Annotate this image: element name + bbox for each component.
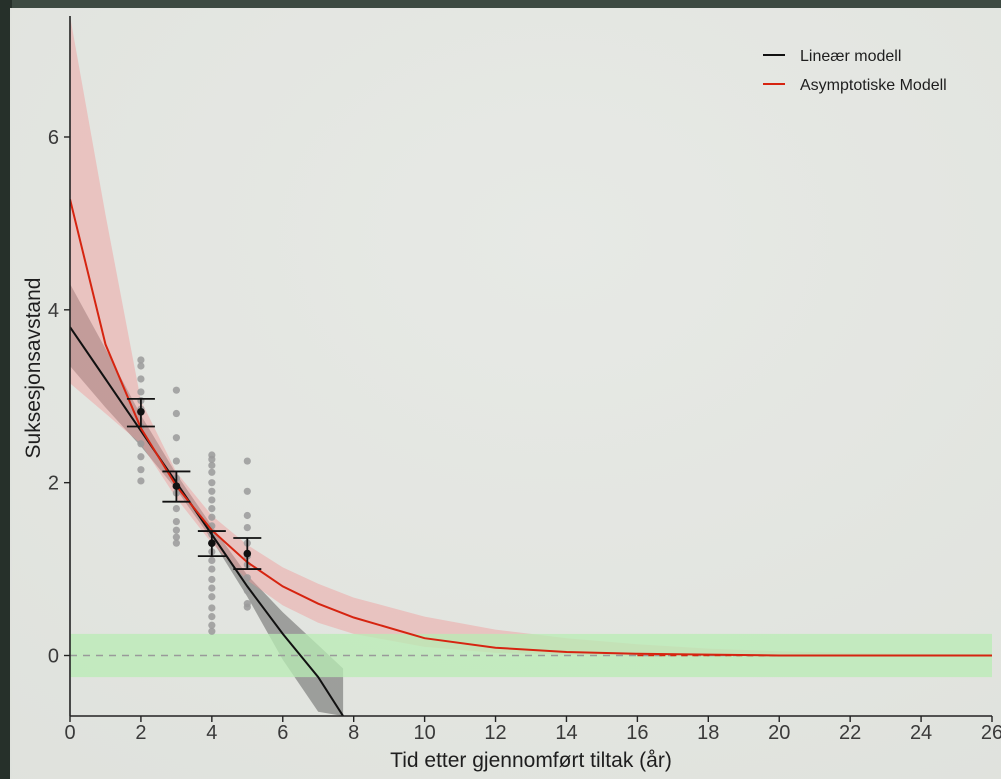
x-tick-label: 26 [981, 722, 1001, 744]
x-tick-label: 14 [555, 722, 577, 744]
x-tick-label: 2 [135, 722, 146, 744]
background-photo-edge [0, 0, 12, 779]
observation-point [208, 455, 216, 463]
observation-point [172, 533, 180, 541]
y-tick-label: 2 [48, 473, 59, 495]
observation-point [208, 461, 216, 469]
means-layer [126, 397, 262, 570]
observation-point [208, 487, 216, 495]
observation-point [172, 539, 180, 547]
y-axis-title: Suksesjonsavstand [22, 278, 45, 459]
mean-point [243, 549, 252, 558]
observation-point [243, 487, 251, 495]
observation-point [137, 477, 145, 485]
observation-point [137, 466, 145, 474]
observation-point [172, 457, 180, 465]
observation-point [208, 496, 216, 504]
observation-point [172, 526, 180, 534]
x-tick-label: 22 [839, 722, 861, 744]
observation-point [208, 513, 216, 521]
x-tick-label: 18 [697, 722, 719, 744]
legend-label-asymptotic: Asymptotiske Modell [800, 77, 947, 94]
observation-point [172, 434, 180, 442]
mean-point [208, 539, 216, 547]
observation-point [172, 386, 180, 394]
observation-point [243, 524, 251, 532]
observation-point [208, 468, 216, 476]
mean-point [137, 408, 145, 416]
observation-point [208, 621, 216, 629]
observation-point [172, 504, 180, 513]
observation-point [208, 613, 216, 621]
observation-point [208, 593, 216, 601]
x-tick-label: 16 [626, 722, 648, 744]
observation-point [243, 574, 251, 582]
x-tick-label: 8 [348, 722, 359, 744]
observation-point [137, 453, 145, 461]
x-tick-label: 20 [768, 722, 790, 744]
x-tick-label: 6 [277, 722, 288, 744]
observation-point [243, 603, 251, 611]
observation-point [208, 627, 216, 635]
mean-point [172, 482, 181, 490]
observation-point [208, 584, 216, 592]
observation-point [243, 511, 251, 520]
legend: Lineær modell Asymptotiske Modell [763, 48, 947, 94]
observation-point [208, 556, 216, 565]
legend-label-linear: Lineær modell [800, 48, 901, 65]
observation-point [172, 409, 180, 418]
x-axis-title: Tid etter gjennomført tiltak (år) [390, 749, 672, 772]
bands-layer [70, 16, 992, 716]
x-tick-label: 4 [206, 722, 217, 744]
observation-point [208, 604, 216, 612]
confidence-band-linear [70, 283, 344, 716]
y-tick-label: 6 [48, 127, 59, 149]
series-line-asymptotic [70, 198, 992, 657]
observation-point [208, 504, 216, 513]
x-tick-label: 0 [64, 722, 75, 744]
y-tick-label: 4 [48, 300, 59, 322]
y-tick-label: 0 [48, 646, 59, 668]
observation-point [208, 479, 216, 487]
x-tick-label: 12 [484, 722, 506, 744]
observation-point [208, 575, 216, 584]
observation-point [137, 362, 145, 370]
observation-point [208, 565, 216, 573]
observation-point [137, 440, 145, 448]
observation-point [172, 517, 180, 526]
observation-point [137, 375, 145, 383]
observation-point [243, 457, 251, 465]
x-tick-label: 24 [910, 722, 932, 744]
observation-point [137, 388, 145, 396]
observation-point [137, 356, 145, 364]
x-tick-label: 10 [413, 722, 435, 744]
